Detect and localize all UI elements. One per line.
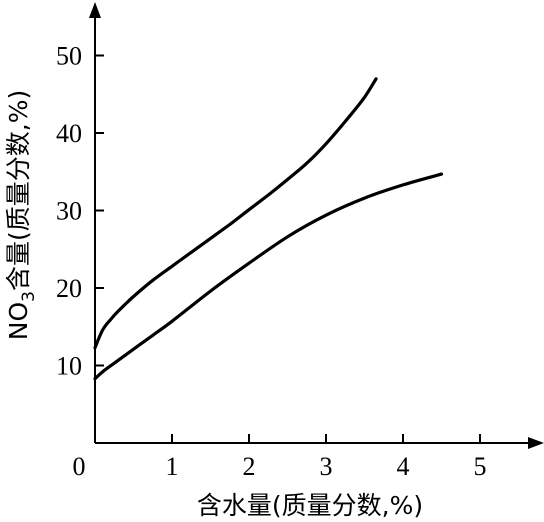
plot-area (89, 2, 544, 449)
y-axis-title-subscript: 3 (19, 291, 39, 302)
x-tick-label: 3 (320, 452, 333, 481)
y-tick-label: 30 (56, 197, 82, 226)
y-tick-label: 10 (56, 352, 82, 381)
y-axis-arrow (89, 2, 101, 18)
y-tick-label: 50 (56, 42, 82, 71)
series-group (93, 77, 444, 381)
x-tick-label: 4 (397, 452, 410, 481)
x-axis-arrow (528, 437, 544, 449)
y-axis-title-rest: 含量(质量分数,%) (4, 90, 33, 291)
y-ticks: 10 20 30 40 50 (56, 42, 104, 381)
x-tick-label: 5 (474, 452, 487, 481)
series-line-2 (93, 172, 444, 381)
y-axis-title: NO3含量(质量分数,%) (4, 90, 39, 340)
x-tick-label: 2 (243, 452, 256, 481)
y-tick-label: 40 (56, 119, 82, 148)
x-ticks: 1 2 3 4 5 (166, 434, 487, 481)
x-tick-label: 1 (166, 452, 179, 481)
origin-label: 0 (73, 452, 86, 481)
y-tick-label: 20 (56, 274, 82, 303)
y-axis-title-main: NO (4, 302, 33, 340)
series-line-1 (93, 77, 378, 350)
x-axis-title: 含水量(质量分数,%) (197, 491, 423, 520)
